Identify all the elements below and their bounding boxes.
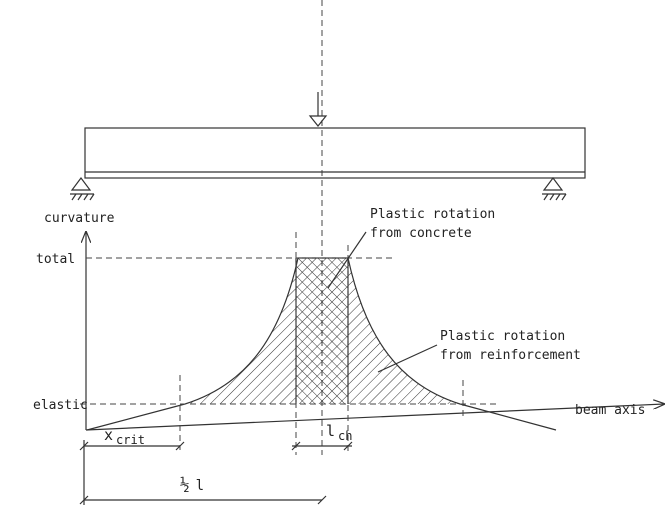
elastic-label: elastic <box>33 398 88 413</box>
symbol: l <box>326 422 335 440</box>
dim-label: l ch <box>326 422 352 443</box>
symbol: l <box>196 478 204 494</box>
x-axis <box>85 404 664 431</box>
dim-x-crit <box>79 440 185 505</box>
symbol: x <box>104 426 113 444</box>
support-right <box>542 177 567 201</box>
subscript: ch <box>338 429 352 443</box>
curvature-curve <box>86 257 557 431</box>
total-label: total <box>36 252 75 267</box>
load-head <box>308 115 328 127</box>
annotation: from concrete <box>370 226 472 241</box>
dim-label: x crit <box>104 426 145 447</box>
annotation: Plastic rotation <box>370 207 495 222</box>
leader <box>377 344 438 373</box>
x-axis-label: beam axis <box>575 403 645 418</box>
annotation: Plastic rotation <box>440 329 565 344</box>
subscript: crit <box>116 433 145 447</box>
dim-l-ch <box>291 441 353 451</box>
fraction: ½ <box>180 475 190 494</box>
beam <box>84 127 586 179</box>
dim-half-l <box>79 495 327 505</box>
support-left <box>70 177 95 201</box>
leader <box>327 231 367 289</box>
annotation: from reinforcement <box>440 348 581 363</box>
y-axis-label: curvature <box>44 211 115 226</box>
